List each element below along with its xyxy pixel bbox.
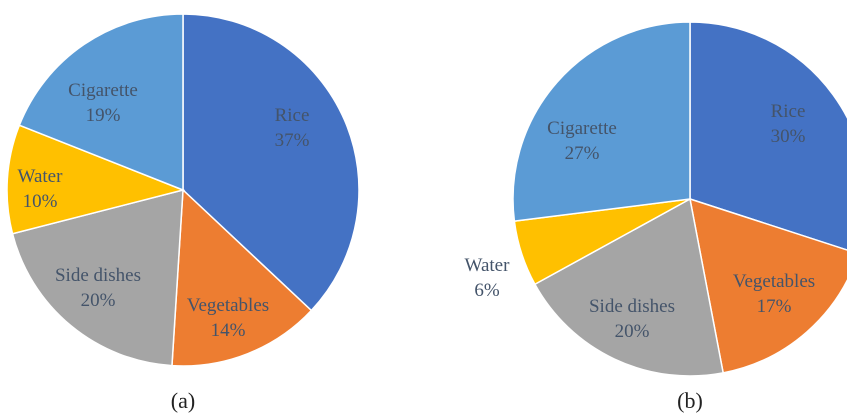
slice-name-side-dishes: Side dishes (55, 265, 141, 286)
slice-name-cigarette: Cigarette (547, 118, 617, 139)
slice-name-vegetables: Vegetables (187, 295, 269, 316)
slice-name-rice: Rice (275, 105, 310, 126)
pie-chart-a: Rice 37% Vegetables 14% Side dishes 20% Water 1… (6, 13, 360, 413)
slice-label-water: Water 10% (18, 166, 64, 212)
slice-percent-cigarette: 27% (565, 143, 600, 164)
slice-name-vegetables: Vegetables (733, 271, 815, 292)
slice-percent-side-dishes: 20% (81, 290, 116, 311)
pie-slice-side-dishes (533, 197, 725, 377)
slice-label-cigarette: Cigarette 19% (68, 80, 138, 126)
slice-name-rice: Rice (771, 101, 806, 122)
slice-label-rice: Rice 30% (771, 101, 806, 147)
slice-percent-side-dishes: 20% (615, 321, 650, 342)
pie-slice-side-dishes (11, 189, 184, 367)
slice-label-cigarette: Cigarette 27% (547, 118, 617, 164)
pie-slice-water (6, 124, 186, 235)
pie-slice-rice (689, 21, 847, 251)
slice-percent-rice: 37% (275, 130, 310, 151)
slice-percent-water: 10% (23, 191, 58, 212)
slice-label-water: Water 6% (465, 255, 511, 301)
slice-name-water: Water (18, 166, 64, 187)
chart-caption: (a) (171, 388, 195, 413)
slice-label-vegetables: Vegetables 14% (187, 295, 269, 341)
slice-percent-vegetables: 14% (211, 320, 246, 341)
pie-slice-vegetables (171, 188, 313, 367)
pie-slice-rice (182, 13, 360, 312)
slice-name-water: Water (465, 255, 511, 276)
slice-name-side-dishes: Side dishes (589, 296, 675, 317)
slice-percent-vegetables: 17% (757, 296, 792, 317)
slice-label-side-dishes: Side dishes 20% (55, 265, 141, 311)
slice-percent-rice: 30% (771, 126, 806, 147)
pie-slice-cigarette (512, 21, 691, 223)
pie-slice-cigarette (18, 13, 184, 192)
slice-name-cigarette: Cigarette (68, 80, 138, 101)
slice-label-side-dishes: Side dishes 20% (589, 296, 675, 342)
slice-label-vegetables: Vegetables 17% (733, 271, 815, 317)
pie-slice-vegetables (689, 197, 847, 374)
slice-percent-water: 6% (474, 280, 500, 301)
pie-chart-b: Rice 30% Vegetables 17% Side dishes 20% Water 6… (465, 21, 847, 413)
slice-percent-cigarette: 19% (86, 105, 121, 126)
slice-label-rice: Rice 37% (275, 105, 310, 151)
chart-caption: (b) (677, 388, 703, 413)
